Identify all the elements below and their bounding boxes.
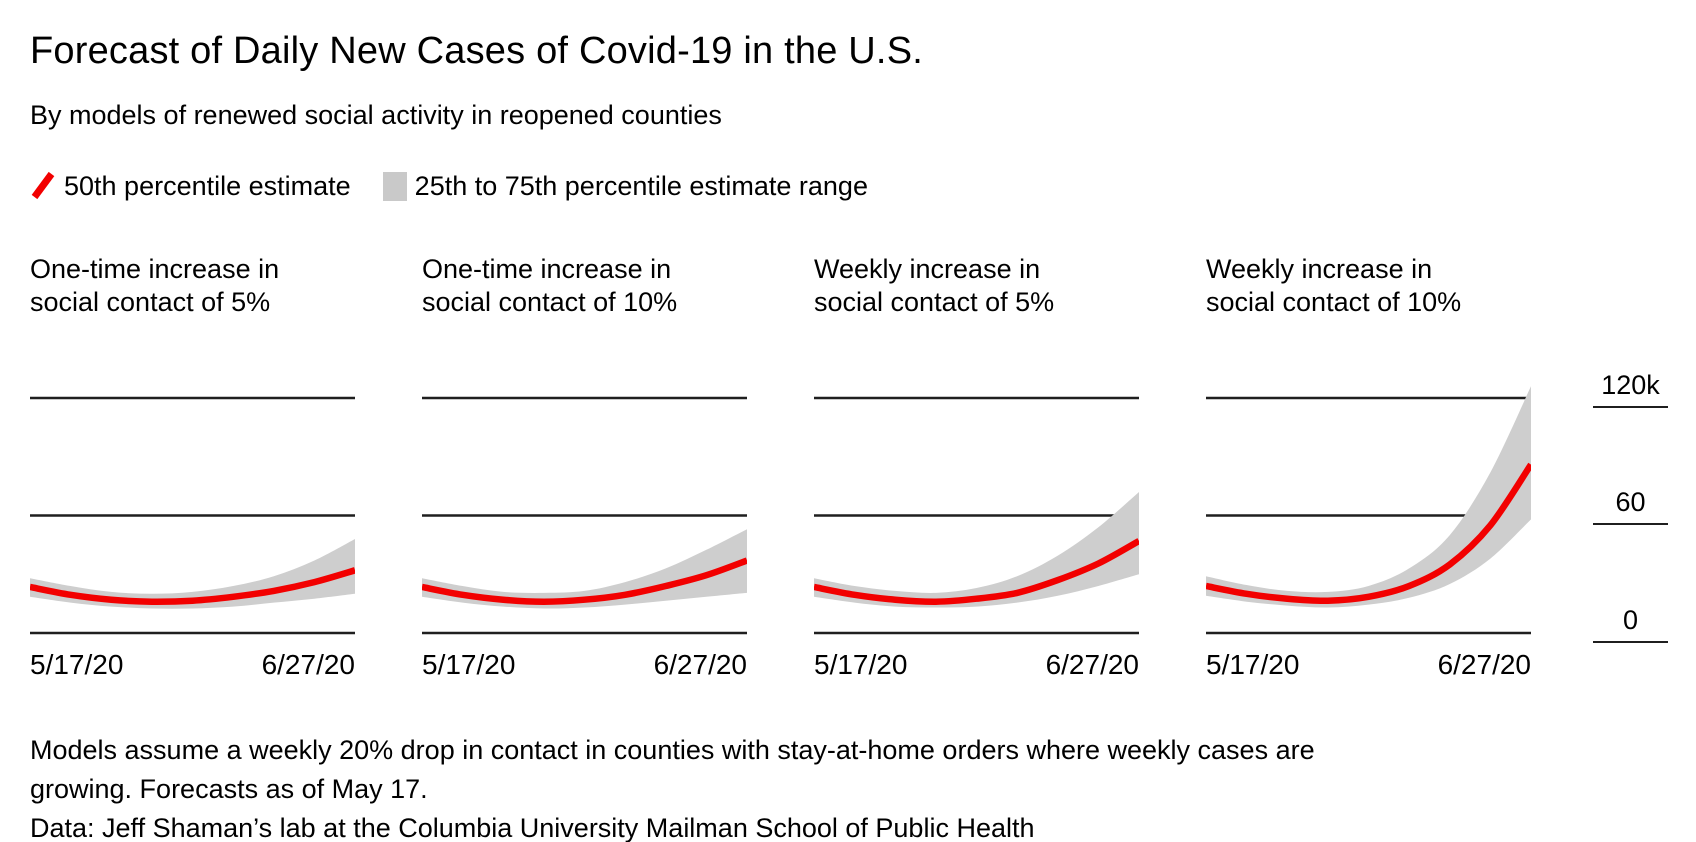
legend-item-median: 50th percentile estimate xyxy=(30,170,351,202)
small-multiples: One-time increase in social contact of 5… xyxy=(30,250,1531,681)
forecast-plot xyxy=(814,396,1139,635)
chart-panel-one-time-10: One-time increase in social contact of 1… xyxy=(422,250,747,681)
footnote-methodology-line2: growing. Forecasts as of May 17. xyxy=(30,774,428,804)
page-subtitle: By models of renewed social activity in … xyxy=(30,100,722,130)
panel-title-line2: social contact of 10% xyxy=(1206,287,1462,317)
legend-label-range: 25th to 75th percentile estimate range xyxy=(414,170,868,201)
panel-title: Weekly increase in social contact of 10% xyxy=(1206,253,1531,333)
y-tick-60: 60 xyxy=(1593,487,1668,525)
gray-band-swatch-icon xyxy=(382,171,407,201)
y-tick-label: 120k xyxy=(1601,369,1660,400)
panel-title-line2: social contact of 10% xyxy=(422,287,678,317)
y-tick-label: 0 xyxy=(1622,604,1639,635)
x-axis-labels: 5/17/20 6/27/20 xyxy=(814,649,1139,681)
panel-title: One-time increase in social contact of 1… xyxy=(422,253,747,333)
panel-title-line2: social contact of 5% xyxy=(814,287,1055,317)
x-end-label: 6/27/20 xyxy=(261,649,355,680)
x-axis-labels: 5/17/20 6/27/20 xyxy=(30,649,355,681)
red-slash-icon xyxy=(31,171,55,200)
y-tick-line xyxy=(1593,640,1668,643)
forecast-plot xyxy=(1206,386,1531,635)
legend: 50th percentile estimate 25th to 75th pe… xyxy=(30,170,868,202)
panel-title: One-time increase in social contact of 5… xyxy=(30,253,355,333)
x-end-label: 6/27/20 xyxy=(1045,649,1139,680)
panel-title-line1: One-time increase in xyxy=(422,254,672,284)
panel-title-line1: Weekly increase in xyxy=(1206,254,1433,284)
x-start-label: 5/17/20 xyxy=(30,649,124,680)
panel-title-line1: One-time increase in xyxy=(30,254,280,284)
x-end-label: 6/27/20 xyxy=(1437,649,1531,680)
chart-panel-weekly-10: Weekly increase in social contact of 10%… xyxy=(1206,250,1531,681)
footnote-source: Data: Jeff Shaman’s lab at the Columbia … xyxy=(30,813,1035,842)
y-tick-0: 0 xyxy=(1593,605,1668,643)
x-start-label: 5/17/20 xyxy=(1206,649,1300,680)
legend-label-median: 50th percentile estimate xyxy=(64,170,351,201)
x-axis-labels: 5/17/20 6/27/20 xyxy=(422,649,747,681)
forecast-plot xyxy=(30,396,355,635)
x-axis-labels: 5/17/20 6/27/20 xyxy=(1206,649,1531,681)
chart-panel-one-time-5: One-time increase in social contact of 5… xyxy=(30,250,355,681)
forecast-plot xyxy=(422,396,747,635)
x-end-label: 6/27/20 xyxy=(653,649,747,680)
y-tick-120k: 120k xyxy=(1593,370,1668,408)
footnotes: Models assume a weekly 20% drop in conta… xyxy=(30,731,1315,842)
legend-item-range: 25th to 75th percentile estimate range xyxy=(382,170,868,202)
footnote-methodology-line1: Models assume a weekly 20% drop in conta… xyxy=(30,735,1315,765)
y-tick-label: 60 xyxy=(1615,487,1646,517)
chart-panel-weekly-5: Weekly increase in social contact of 5% … xyxy=(814,250,1139,681)
panel-title-line2: social contact of 5% xyxy=(30,287,271,317)
x-start-label: 5/17/20 xyxy=(814,649,908,680)
x-start-label: 5/17/20 xyxy=(422,649,516,680)
y-tick-line xyxy=(1593,523,1668,525)
page-title: Forecast of Daily New Cases of Covid-19 … xyxy=(30,30,923,72)
panel-title: Weekly increase in social contact of 5% xyxy=(814,253,1139,333)
y-tick-line xyxy=(1593,405,1668,408)
panel-title-line1: Weekly increase in xyxy=(814,254,1041,284)
